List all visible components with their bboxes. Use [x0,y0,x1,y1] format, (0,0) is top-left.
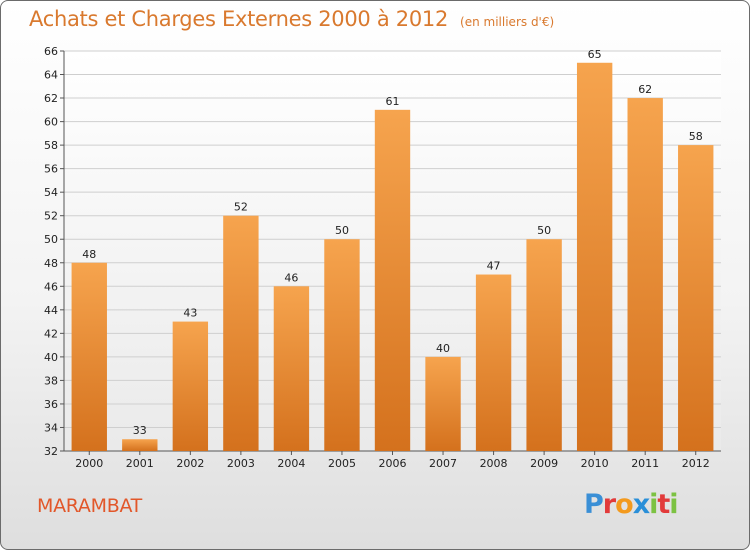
data-label: 47 [487,260,501,273]
bar [374,109,411,451]
y-tick-label: 34 [44,421,58,434]
bar [223,215,259,451]
y-tick-label: 60 [44,116,58,129]
data-label: 48 [82,248,96,261]
bar [678,145,714,451]
y-tick-label: 42 [44,327,58,340]
brand-letter: o [615,489,634,520]
data-label: 43 [183,307,197,320]
chart-subtitle: (en milliers d'€) [460,15,555,29]
brand-letter: i [649,489,658,520]
x-tick-label: 2007 [429,457,457,470]
data-label: 50 [335,224,349,237]
x-tick-label: 2003 [227,457,255,470]
data-label: 65 [588,48,602,61]
brand-letter: x [632,489,650,520]
data-label: 58 [689,130,703,143]
data-label: 50 [537,224,551,237]
bar [273,286,310,451]
x-tick-label: 2002 [176,457,204,470]
x-tick-label: 2008 [480,457,508,470]
location-label: MARAMBAT [37,495,142,517]
y-tick-label: 32 [44,445,58,458]
x-tick-label: 2000 [75,457,103,470]
y-tick-label: 38 [44,374,58,387]
brand-letter: t [657,489,670,520]
y-tick-label: 58 [44,139,58,152]
data-label: 40 [436,342,450,355]
bar [71,262,107,451]
y-tick-label: 62 [44,92,58,105]
x-tick-label: 2006 [379,457,407,470]
bar [172,321,209,451]
x-tick-label: 2001 [126,457,154,470]
data-label: 61 [386,95,400,108]
brand-letter: i [669,489,678,520]
bar [122,439,158,451]
y-tick-label: 66 [44,45,58,58]
y-tick-label: 46 [44,280,58,293]
y-tick-label: 52 [44,210,58,223]
x-tick-label: 2011 [631,457,659,470]
bar [324,239,360,451]
bar [475,274,512,451]
bar [627,98,663,451]
y-tick-label: 54 [44,186,58,199]
x-tick-label: 2012 [682,457,710,470]
data-label: 33 [133,424,147,437]
y-tick-label: 50 [44,233,58,246]
y-tick-label: 56 [44,163,58,176]
x-tick-label: 2004 [277,457,305,470]
data-label: 62 [638,83,652,96]
y-tick-label: 36 [44,398,58,411]
y-tick-label: 64 [44,69,58,82]
x-tick-label: 2005 [328,457,356,470]
y-tick-label: 48 [44,257,58,270]
x-tick-label: 2009 [530,457,558,470]
y-tick-label: 44 [44,304,58,317]
brand-logo: Proxiti [584,489,679,520]
y-tick-label: 40 [44,351,58,364]
bar [526,239,562,451]
bar [576,62,613,451]
data-label: 52 [234,201,248,214]
x-tick-label: 2010 [581,457,609,470]
data-label: 46 [284,271,298,284]
brand-letter: r [602,489,616,520]
bar [425,356,461,451]
chart-title: Achats et Charges Externes 2000 à 2012 (e… [29,7,554,31]
brand-letter: P [584,489,604,520]
chart-title-text: Achats et Charges Externes 2000 à 2012 [29,7,449,31]
